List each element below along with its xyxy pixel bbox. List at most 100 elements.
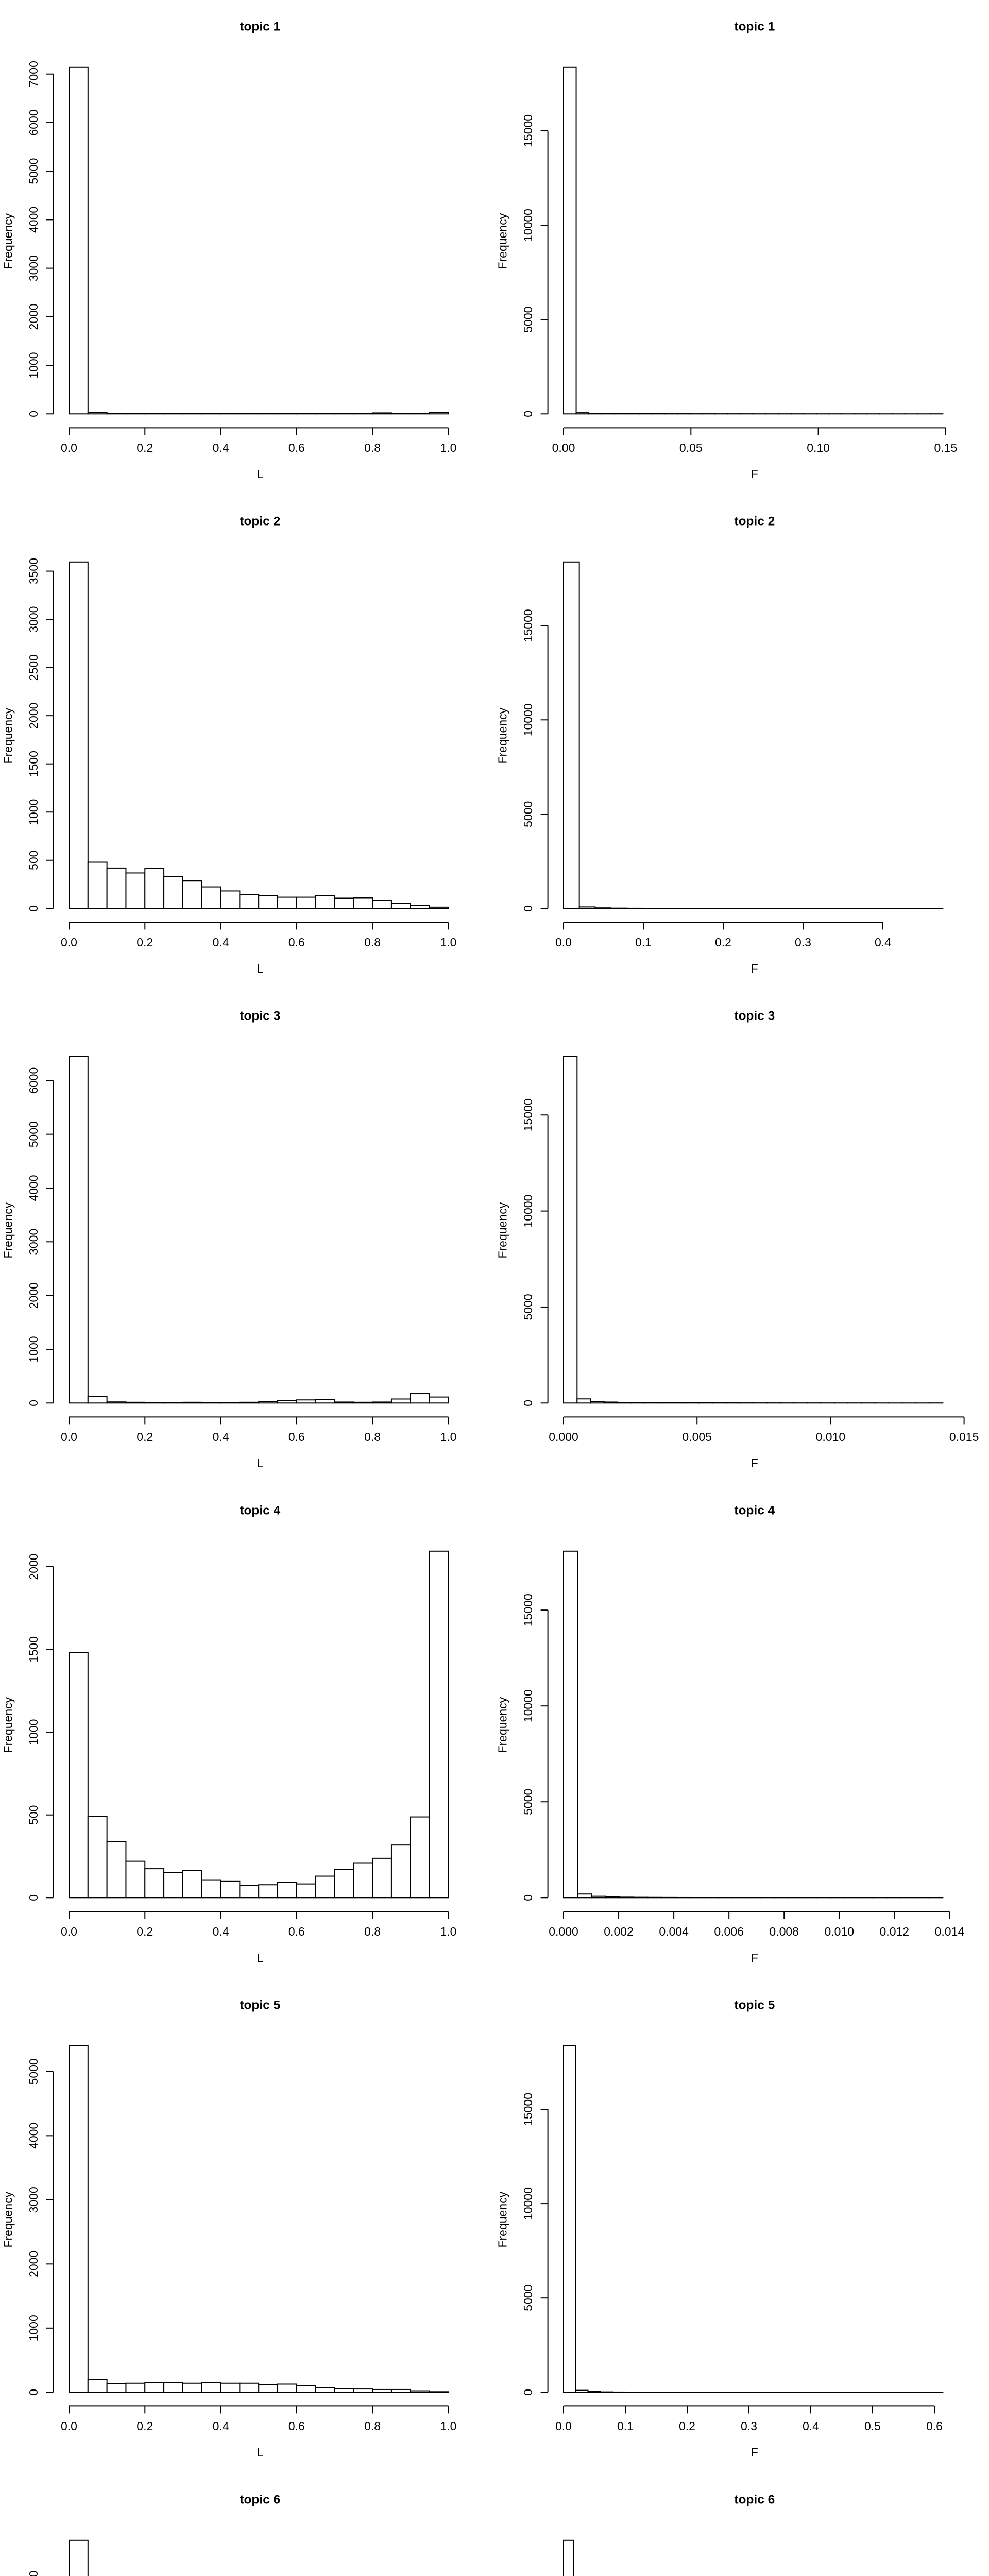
svg-text:0.2: 0.2 bbox=[679, 2419, 695, 2433]
svg-text:2000: 2000 bbox=[27, 1282, 40, 1309]
svg-text:6000: 6000 bbox=[27, 1067, 40, 1094]
svg-text:5000: 5000 bbox=[521, 801, 535, 827]
svg-text:0.2: 0.2 bbox=[137, 2419, 153, 2433]
svg-text:1000: 1000 bbox=[27, 352, 40, 378]
svg-text:1.0: 1.0 bbox=[440, 1430, 456, 1444]
svg-text:0.4: 0.4 bbox=[213, 2419, 229, 2433]
svg-text:0.00: 0.00 bbox=[552, 441, 575, 454]
svg-text:topic 3: topic 3 bbox=[240, 1009, 280, 1023]
svg-text:0.2: 0.2 bbox=[137, 936, 153, 949]
svg-text:0: 0 bbox=[27, 1894, 40, 1901]
svg-text:500: 500 bbox=[27, 851, 40, 870]
svg-text:5000: 5000 bbox=[27, 158, 40, 184]
svg-text:5000: 5000 bbox=[521, 307, 535, 333]
svg-text:0.2: 0.2 bbox=[137, 1925, 153, 1938]
svg-text:Frequency: Frequency bbox=[1, 1202, 14, 1258]
svg-text:7000: 7000 bbox=[27, 61, 40, 87]
svg-text:1.0: 1.0 bbox=[440, 441, 456, 454]
svg-text:0.005: 0.005 bbox=[682, 1430, 712, 1444]
svg-text:0: 0 bbox=[521, 1400, 535, 1406]
svg-text:Frequency: Frequency bbox=[496, 213, 509, 269]
svg-text:0.000: 0.000 bbox=[549, 1925, 578, 1938]
svg-text:10000: 10000 bbox=[521, 1195, 535, 1228]
svg-text:0.2: 0.2 bbox=[715, 936, 731, 949]
svg-text:0.006: 0.006 bbox=[714, 1925, 744, 1938]
svg-text:2000: 2000 bbox=[27, 303, 40, 330]
svg-text:0.4: 0.4 bbox=[875, 936, 891, 949]
svg-text:2000: 2000 bbox=[27, 2251, 40, 2277]
svg-text:0.8: 0.8 bbox=[364, 1430, 381, 1444]
svg-text:0.0: 0.0 bbox=[61, 2419, 77, 2433]
svg-text:0.8: 0.8 bbox=[364, 1925, 381, 1938]
svg-text:0.0: 0.0 bbox=[61, 1925, 77, 1938]
svg-text:4000: 4000 bbox=[27, 1175, 40, 1201]
svg-text:0.10: 0.10 bbox=[807, 441, 830, 454]
svg-text:10000: 10000 bbox=[521, 2187, 535, 2220]
svg-text:0.4: 0.4 bbox=[213, 1430, 229, 1444]
svg-text:0.6: 0.6 bbox=[288, 1430, 305, 1444]
svg-text:0.000: 0.000 bbox=[549, 1430, 578, 1444]
svg-text:2500: 2500 bbox=[27, 654, 40, 681]
svg-text:0.014: 0.014 bbox=[935, 1925, 965, 1938]
svg-text:0.15: 0.15 bbox=[934, 441, 958, 454]
svg-text:0.0: 0.0 bbox=[61, 1430, 77, 1444]
svg-text:1000: 1000 bbox=[27, 799, 40, 825]
svg-text:topic 6: topic 6 bbox=[240, 2493, 280, 2507]
svg-text:Frequency: Frequency bbox=[1, 213, 14, 269]
svg-text:Frequency: Frequency bbox=[496, 2191, 509, 2247]
svg-text:0.0: 0.0 bbox=[61, 441, 77, 454]
svg-text:topic 1: topic 1 bbox=[240, 20, 280, 34]
svg-text:4000: 4000 bbox=[27, 207, 40, 233]
svg-text:0.010: 0.010 bbox=[816, 1430, 846, 1444]
svg-text:1000: 1000 bbox=[27, 2315, 40, 2341]
svg-text:0.8: 0.8 bbox=[364, 441, 381, 454]
svg-text:0.2: 0.2 bbox=[137, 1430, 153, 1444]
svg-text:10000: 10000 bbox=[521, 1689, 535, 1722]
svg-text:0.6: 0.6 bbox=[288, 936, 305, 949]
svg-text:L: L bbox=[257, 1456, 263, 1470]
svg-text:0.1: 0.1 bbox=[617, 2419, 634, 2433]
svg-text:500: 500 bbox=[27, 1805, 40, 1825]
svg-text:Frequency: Frequency bbox=[1, 2191, 14, 2247]
svg-text:0.3: 0.3 bbox=[741, 2419, 757, 2433]
svg-text:15000: 15000 bbox=[521, 1098, 535, 1131]
svg-text:6000: 6000 bbox=[27, 109, 40, 135]
svg-text:10000: 10000 bbox=[521, 209, 535, 242]
svg-text:0: 0 bbox=[27, 905, 40, 912]
svg-text:0.004: 0.004 bbox=[659, 1925, 689, 1938]
svg-text:0: 0 bbox=[27, 2389, 40, 2396]
svg-text:3000: 3000 bbox=[27, 2187, 40, 2213]
svg-text:0.05: 0.05 bbox=[679, 441, 703, 454]
svg-text:Frequency: Frequency bbox=[496, 1202, 509, 1258]
svg-text:0.1: 0.1 bbox=[635, 936, 652, 949]
svg-text:5000: 5000 bbox=[521, 1294, 535, 1320]
svg-text:0.4: 0.4 bbox=[213, 1925, 229, 1938]
svg-text:5000: 5000 bbox=[521, 2285, 535, 2311]
svg-text:topic 3: topic 3 bbox=[734, 1009, 775, 1023]
svg-text:topic 4: topic 4 bbox=[734, 1504, 775, 1518]
svg-text:15000: 15000 bbox=[521, 2093, 535, 2126]
svg-text:0.8: 0.8 bbox=[364, 936, 381, 949]
svg-text:1000: 1000 bbox=[27, 1336, 40, 1362]
svg-text:L: L bbox=[257, 962, 263, 975]
svg-text:15000: 15000 bbox=[521, 114, 535, 147]
svg-text:10000: 10000 bbox=[521, 703, 535, 736]
svg-text:topic 5: topic 5 bbox=[240, 1998, 280, 2012]
svg-text:2000: 2000 bbox=[27, 1553, 40, 1580]
svg-text:L: L bbox=[257, 467, 263, 481]
svg-text:0.6: 0.6 bbox=[288, 2419, 305, 2433]
svg-text:topic 5: topic 5 bbox=[734, 1998, 775, 2012]
svg-text:0: 0 bbox=[27, 411, 40, 417]
svg-text:0.4: 0.4 bbox=[213, 441, 229, 454]
svg-text:F: F bbox=[751, 962, 758, 975]
svg-text:0.008: 0.008 bbox=[769, 1925, 799, 1938]
svg-text:4000: 4000 bbox=[27, 2123, 40, 2149]
svg-text:topic 1: topic 1 bbox=[734, 20, 775, 34]
svg-text:5000: 5000 bbox=[521, 1789, 535, 1815]
svg-text:0: 0 bbox=[521, 411, 535, 417]
svg-text:0.4: 0.4 bbox=[213, 936, 229, 949]
svg-text:0.5: 0.5 bbox=[864, 2419, 881, 2433]
svg-text:F: F bbox=[751, 1951, 758, 1964]
svg-text:topic 4: topic 4 bbox=[240, 1504, 280, 1518]
svg-text:0.0: 0.0 bbox=[555, 936, 572, 949]
